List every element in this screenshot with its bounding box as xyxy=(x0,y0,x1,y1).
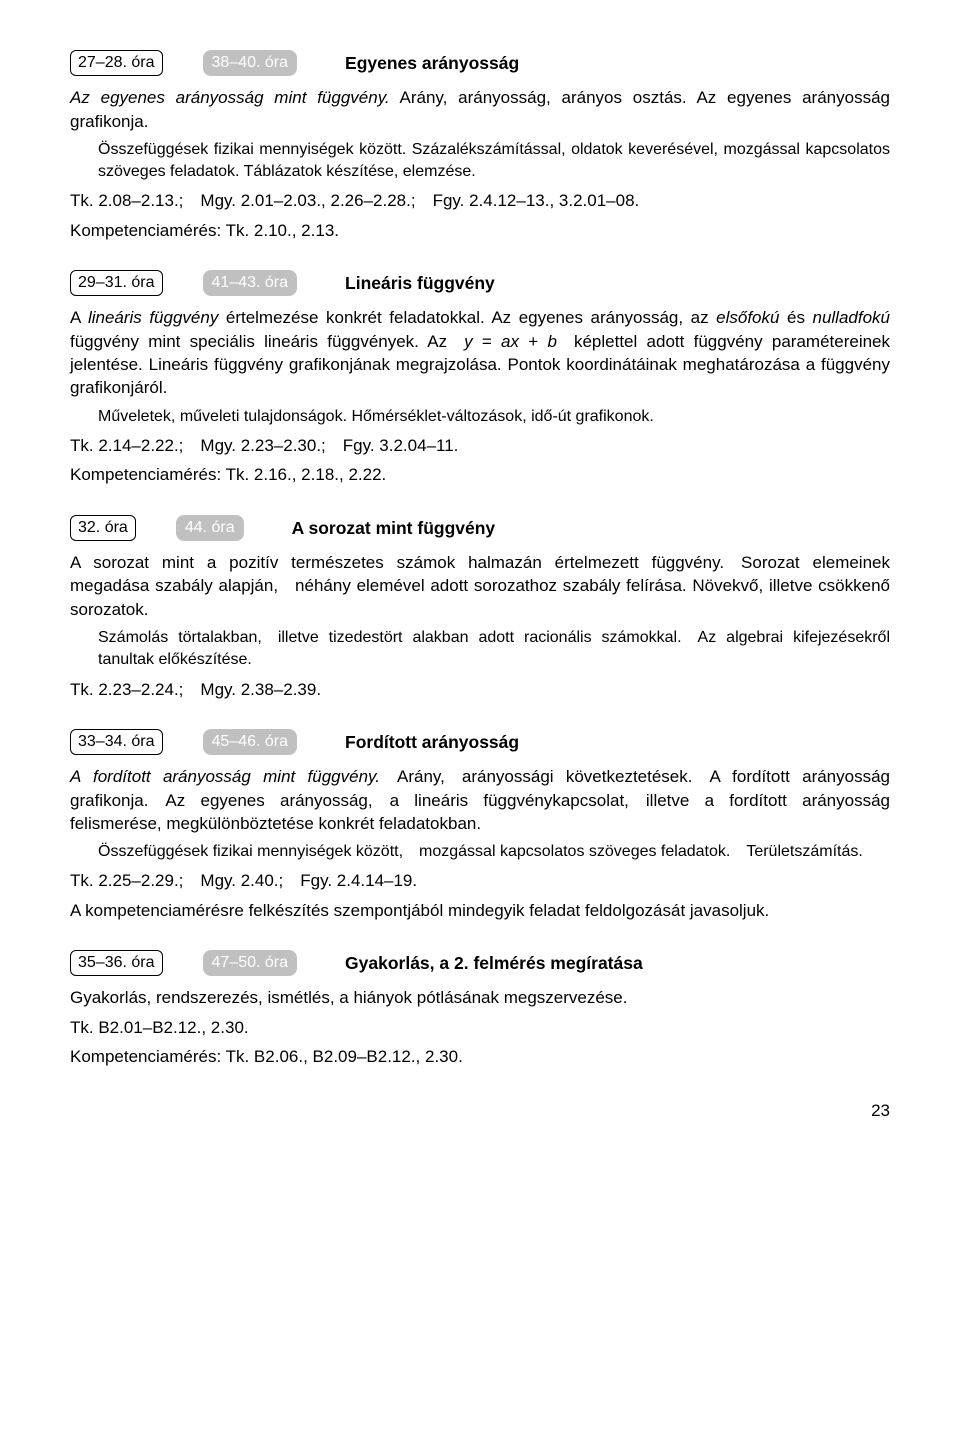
lesson-header: 35–36. óra 47–50. óra Gyakorlás, a 2. felm… xyxy=(70,950,890,976)
page-number: 23 xyxy=(70,1099,890,1122)
references: Tk. 2.25–2.29.; Mgy. 2.40.; Fgy. 2.4.14–… xyxy=(70,869,890,892)
ora-box-secondary: 45–46. óra xyxy=(203,729,298,755)
topic-title: A sorozat mint függvény xyxy=(292,516,496,540)
references: Tk. B2.01–B2.12., 2.30. xyxy=(70,1016,890,1039)
references: Tk. 2.14–2.22.; Mgy. 2.23–2.30.; Fgy. 3.… xyxy=(70,434,890,457)
competence-note: A kompetenciamérésre felkészítés szempon… xyxy=(70,899,890,922)
body-paragraph: A fordított arányosság mint függvény. Ar… xyxy=(70,765,890,835)
ora-box-primary: 33–34. óra xyxy=(70,729,163,755)
lesson-header: 29–31. óra 41–43. óra Lineáris függvény xyxy=(70,270,890,296)
indent-paragraph: Számolás törtalakban, illetve tizedestör… xyxy=(98,627,890,671)
lesson-header: 27–28. óra 38–40. óra Egyenes arányosság xyxy=(70,50,890,76)
body-paragraph: A lineáris függvény értelmezése konkrét … xyxy=(70,306,890,400)
lesson-header: 32. óra 44. óra A sorozat mint függvény xyxy=(70,515,890,541)
references: Tk. 2.08–2.13.; Mgy. 2.01–2.03., 2.26–2.… xyxy=(70,189,890,212)
ora-box-primary: 27–28. óra xyxy=(70,50,163,76)
references: Tk. 2.23–2.24.; Mgy. 2.38–2.39. xyxy=(70,678,890,701)
page-content: 27–28. óra 38–40. óra Egyenes arányosság Az… xyxy=(70,50,890,1069)
topic-title: Gyakorlás, a 2. felmérés megíratása xyxy=(345,951,643,975)
ora-box-secondary: 41–43. óra xyxy=(203,270,298,296)
ora-box-secondary: 38–40. óra xyxy=(203,50,298,76)
competence-note: Kompetenciamérés: Tk. 2.10., 2.13. xyxy=(70,219,890,242)
ora-box-secondary: 44. óra xyxy=(176,515,244,541)
body-paragraph: Gyakorlás, rendszerezés, ismétlés, a hiá… xyxy=(70,986,890,1009)
topic-title: Egyenes arányosság xyxy=(345,51,519,75)
indent-paragraph: Műveletek, műveleti tulajdonságok. Hőmér… xyxy=(98,406,890,428)
topic-title: Lineáris függvény xyxy=(345,271,495,295)
indent-paragraph: Összefüggések fizikai mennyiségek között… xyxy=(98,841,890,863)
competence-note: Kompetenciamérés: Tk. B2.06., B2.09–B2.1… xyxy=(70,1045,890,1068)
ora-box-primary: 29–31. óra xyxy=(70,270,163,296)
competence-note: Kompetenciamérés: Tk. 2.16., 2.18., 2.22… xyxy=(70,463,890,486)
body-paragraph: Az egyenes arányosság mint függvény. Ará… xyxy=(70,86,890,133)
lesson-header: 33–34. óra 45–46. óra Fordított arányosság xyxy=(70,729,890,755)
topic-title: Fordított arányosság xyxy=(345,730,519,754)
indent-paragraph: Összefüggések fizikai mennyiségek között… xyxy=(98,139,890,183)
ora-box-primary: 35–36. óra xyxy=(70,950,163,976)
ora-box-secondary: 47–50. óra xyxy=(203,950,298,976)
ora-box-primary: 32. óra xyxy=(70,515,136,541)
body-paragraph: A sorozat mint a pozitív természetes szá… xyxy=(70,551,890,621)
